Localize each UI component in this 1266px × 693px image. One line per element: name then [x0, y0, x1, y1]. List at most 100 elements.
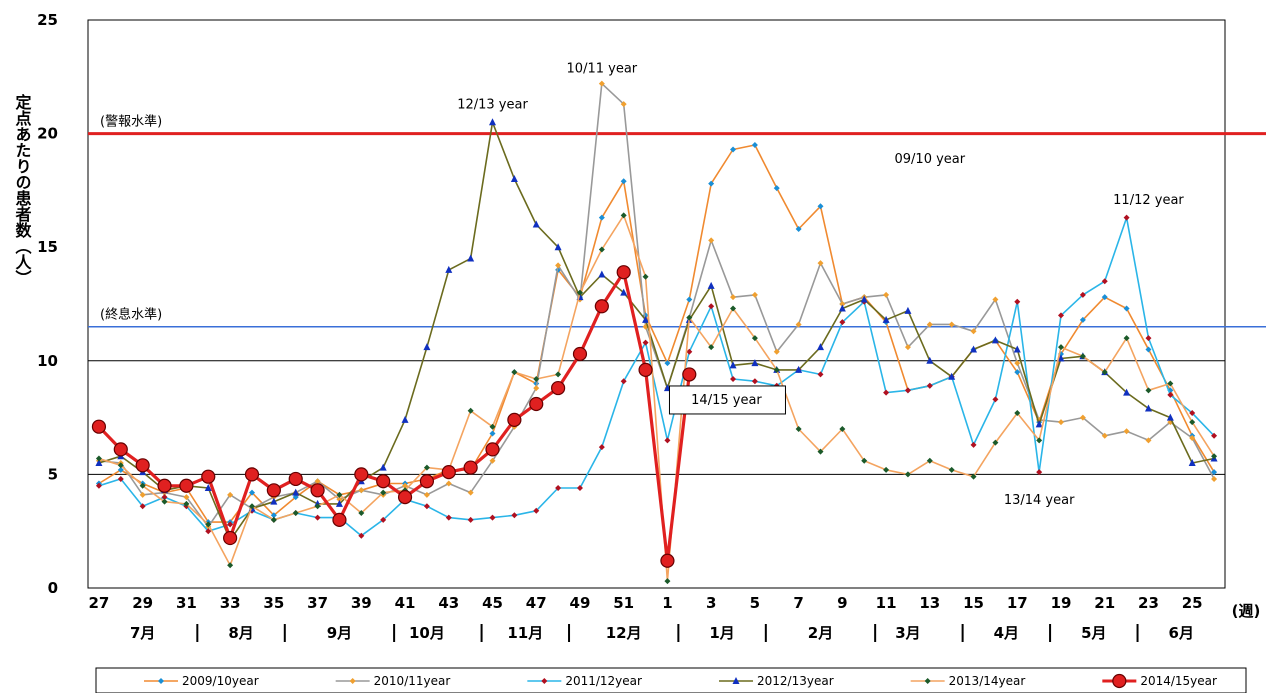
data-point: [467, 516, 474, 523]
data-point: [773, 185, 780, 192]
data-point: [423, 503, 430, 510]
data-point: [423, 491, 430, 498]
data-point: [926, 356, 934, 364]
data-point: [817, 260, 824, 267]
data-point: [441, 465, 456, 480]
data-point: [1101, 432, 1108, 439]
data-point: [598, 270, 606, 278]
data-point: [620, 288, 628, 296]
series-annotation: 11/12 year: [1113, 193, 1184, 208]
x-tick-label: 41: [395, 594, 416, 612]
data-point: [883, 291, 890, 298]
data-point: [489, 430, 496, 437]
data-point: [135, 458, 150, 473]
data-point: [354, 467, 369, 482]
data-point: [336, 496, 343, 503]
data-point: [423, 343, 431, 351]
data-point: [511, 512, 518, 519]
data-point: [708, 303, 715, 310]
data-point: [730, 305, 737, 312]
data-point: [861, 457, 868, 464]
data-point: [95, 455, 102, 462]
plot-frame: [87, 19, 1226, 589]
data-point: [1211, 469, 1218, 476]
reference-line-label: (警報水準): [100, 114, 162, 130]
y-axis-label: 定点あたりの患者数（人）: [13, 93, 33, 286]
data-point: [992, 296, 999, 303]
data-point: [795, 321, 802, 328]
data-point: [1079, 316, 1086, 323]
data-point: [95, 482, 102, 489]
data-point: [1123, 388, 1131, 396]
data-point: [839, 319, 846, 326]
data-point: [598, 214, 605, 221]
data-point: [227, 562, 234, 569]
data-point: [1057, 354, 1065, 362]
data-point: [1145, 387, 1152, 394]
data-point: [555, 262, 562, 269]
data-point: [620, 101, 627, 108]
x-tick-label: 43: [438, 594, 459, 612]
data-point: [970, 473, 977, 480]
x-tick-label: 47: [526, 594, 547, 612]
data-point: [576, 485, 583, 492]
data-point: [795, 425, 802, 432]
data-point: [1058, 312, 1065, 319]
data-point: [816, 343, 824, 351]
data-point: [817, 203, 824, 210]
data-point: [598, 444, 605, 451]
data-point: [1167, 391, 1174, 398]
data-point: [314, 514, 321, 521]
data-point: [970, 328, 977, 335]
data-point: [555, 485, 562, 492]
x-tick-label: 37: [307, 594, 328, 612]
series-layer: [91, 80, 1218, 585]
annotation-box: [668, 385, 786, 415]
data-point: [572, 346, 588, 362]
data-point: [157, 478, 172, 493]
data-point: [948, 372, 956, 380]
data-point: [795, 365, 803, 373]
data-point: [445, 265, 453, 273]
data-point: [1014, 410, 1021, 417]
data-point: [708, 180, 715, 187]
series-line: [98, 121, 1215, 542]
data-point: [730, 375, 737, 382]
data-point: [1189, 435, 1196, 442]
data-point: [682, 367, 697, 382]
data-point: [532, 220, 540, 228]
data-point: [380, 489, 387, 496]
month-label: 3月: [895, 624, 920, 642]
data-point: [882, 315, 890, 323]
data-point: [664, 578, 671, 585]
month-label: 12月: [606, 624, 642, 642]
x-tick-label: 23: [1138, 594, 1159, 612]
data-point: [445, 514, 452, 521]
series-5: [91, 265, 697, 568]
data-point: [773, 366, 780, 373]
data-point: [358, 510, 365, 517]
data-point: [1058, 419, 1065, 426]
data-point: [839, 301, 846, 307]
series-annotation: 14/15 year: [691, 393, 762, 408]
data-point: [270, 497, 278, 505]
series-annotation: 10/11 year: [567, 61, 638, 76]
data-point: [620, 378, 627, 385]
data-point: [773, 348, 780, 355]
data-point: [183, 494, 190, 501]
data-point: [288, 471, 303, 487]
data-point: [314, 503, 321, 510]
data-point: [751, 378, 758, 385]
data-point: [555, 371, 562, 378]
data-point: [201, 469, 216, 484]
month-label: 10月: [409, 624, 445, 642]
data-point: [1145, 335, 1152, 342]
data-point: [292, 488, 300, 496]
data-point: [139, 491, 146, 498]
data-point: [91, 419, 107, 434]
x-tick-label: 5: [750, 594, 760, 612]
data-point: [883, 466, 890, 473]
data-point: [970, 441, 977, 448]
data-point: [1101, 369, 1108, 376]
